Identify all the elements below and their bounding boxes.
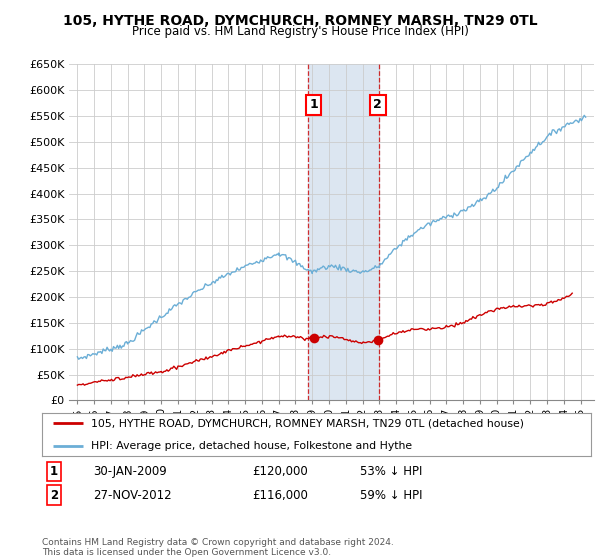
Text: 1: 1 xyxy=(50,465,58,478)
Text: 2: 2 xyxy=(50,488,58,502)
Text: 105, HYTHE ROAD, DYMCHURCH, ROMNEY MARSH, TN29 0TL (detached house): 105, HYTHE ROAD, DYMCHURCH, ROMNEY MARSH… xyxy=(91,418,524,428)
Bar xyxy=(308,64,379,400)
Text: 27-NOV-2012: 27-NOV-2012 xyxy=(93,488,172,502)
Text: Contains HM Land Registry data © Crown copyright and database right 2024.
This d: Contains HM Land Registry data © Crown c… xyxy=(42,538,394,557)
Text: Price paid vs. HM Land Registry's House Price Index (HPI): Price paid vs. HM Land Registry's House … xyxy=(131,25,469,38)
Text: HPI: Average price, detached house, Folkestone and Hythe: HPI: Average price, detached house, Folk… xyxy=(91,441,413,451)
Text: 30-JAN-2009: 30-JAN-2009 xyxy=(93,465,167,478)
Text: 59% ↓ HPI: 59% ↓ HPI xyxy=(360,488,422,502)
Text: 2: 2 xyxy=(373,98,382,111)
Text: 1: 1 xyxy=(309,98,318,111)
Text: £120,000: £120,000 xyxy=(252,465,308,478)
Text: £116,000: £116,000 xyxy=(252,488,308,502)
Text: 53% ↓ HPI: 53% ↓ HPI xyxy=(360,465,422,478)
Text: 105, HYTHE ROAD, DYMCHURCH, ROMNEY MARSH, TN29 0TL: 105, HYTHE ROAD, DYMCHURCH, ROMNEY MARSH… xyxy=(62,14,538,28)
